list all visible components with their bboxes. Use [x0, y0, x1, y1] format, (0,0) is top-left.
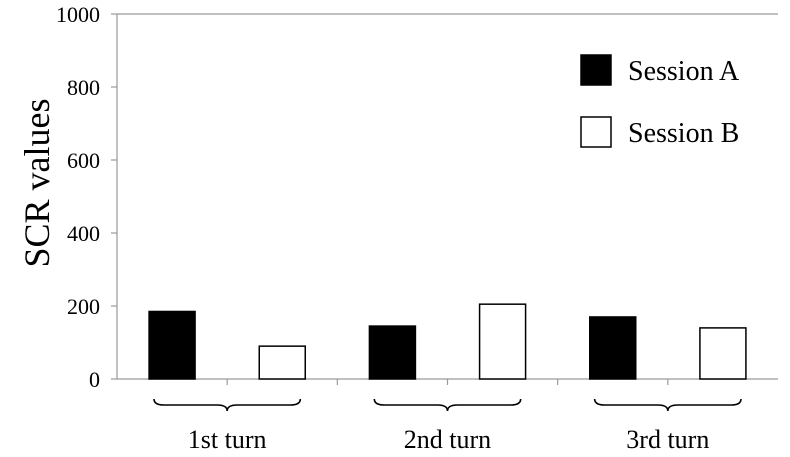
x-axis-ticks — [226, 379, 669, 385]
bars — [148, 303, 747, 380]
legend-swatch-session-a — [580, 54, 612, 86]
group-braces — [153, 398, 742, 412]
bar-session-a-3 — [589, 316, 637, 380]
bar-session-b-2 — [478, 303, 527, 380]
y-tick-label: 1000 — [56, 2, 100, 27]
group-brace — [373, 398, 522, 412]
y-tick-label: 600 — [67, 148, 100, 173]
y-tick-label: 200 — [67, 294, 100, 319]
y-axis-ticks: 0 200 400 600 800 1000 — [56, 2, 117, 392]
bar-session-a-2 — [368, 325, 417, 380]
y-axis-label: SCR values — [17, 98, 57, 267]
group-brace — [153, 398, 302, 412]
bar-session-a-1 — [148, 310, 196, 380]
legend-swatch-session-b — [580, 116, 612, 148]
legend-label: Session B — [628, 118, 739, 149]
bar-session-b-3 — [699, 327, 747, 380]
category-label: 3rd turn — [626, 425, 709, 454]
y-tick-label: 400 — [67, 221, 100, 246]
category-labels: 1st turn 2nd turn 3rd turn — [188, 425, 710, 454]
legend: Session A Session B — [580, 54, 740, 149]
legend-label: Session A — [628, 56, 740, 87]
y-tick-label: 800 — [67, 75, 100, 100]
y-tick-label: 0 — [89, 367, 100, 392]
category-label: 2nd turn — [404, 425, 491, 454]
group-brace — [593, 398, 742, 412]
category-label: 1st turn — [188, 425, 267, 454]
bar-session-b-1 — [258, 345, 306, 380]
